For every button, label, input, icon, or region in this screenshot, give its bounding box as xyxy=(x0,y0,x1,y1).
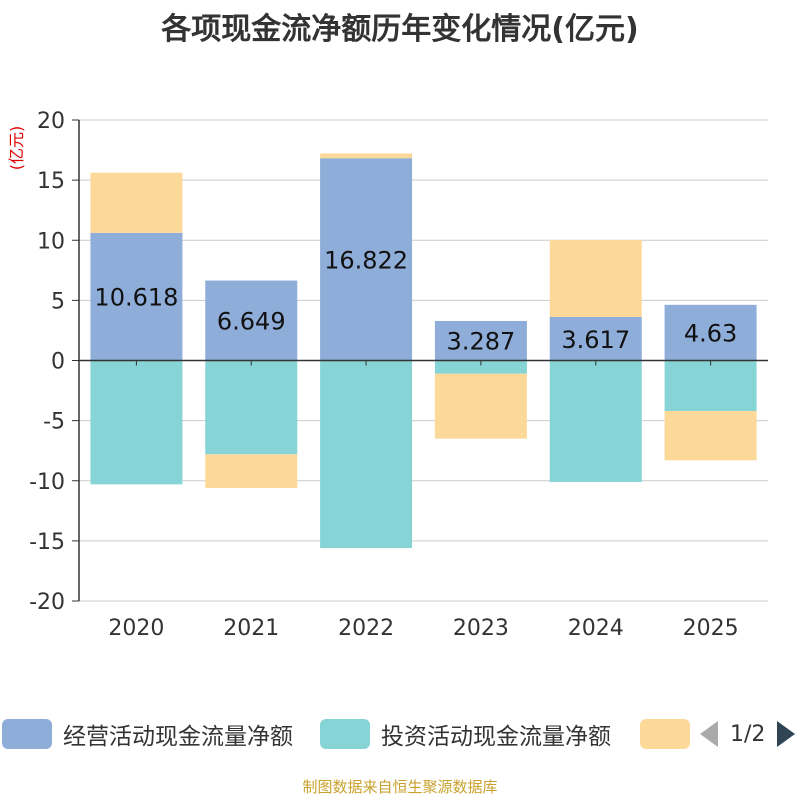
legend-swatch-third xyxy=(640,719,690,749)
bar-investing-2022 xyxy=(320,360,413,549)
bar-series3-2023 xyxy=(434,373,527,439)
y-tick-label: 0 xyxy=(51,350,65,375)
bar-series3-2024 xyxy=(549,240,642,318)
legend-item-operating[interactable]: 经营活动现金流量净额 xyxy=(2,716,293,752)
data-label-2021: 6.649 xyxy=(217,308,286,336)
bar-investing-2024 xyxy=(549,360,642,482)
gridlines xyxy=(79,119,768,602)
data-label-2024: 3.617 xyxy=(561,326,630,354)
data-labels: 10.618 6.649 16.822 3.287 3.617 4.63 xyxy=(94,246,737,355)
y-tick-label: -10 xyxy=(29,470,65,495)
bar-operating-2022 xyxy=(320,158,413,361)
bar-series3-2025 xyxy=(664,411,757,461)
legend-pager: 1/2 xyxy=(700,716,796,752)
bar-operating-2025 xyxy=(664,304,757,361)
data-label-2023: 3.287 xyxy=(447,328,516,356)
x-tick-label-2020: 2020 xyxy=(108,616,164,641)
legend-label-operating: 经营活动现金流量净额 xyxy=(63,724,293,750)
bar-investing-2021 xyxy=(205,360,298,455)
data-label-2022: 16.822 xyxy=(324,246,408,274)
x-tick-label-2021: 2021 xyxy=(223,616,279,641)
legend-item-investing[interactable]: 投资活动现金流量净额 xyxy=(320,716,611,752)
legend-label-investing: 投资活动现金流量净额 xyxy=(381,724,611,750)
chart-plot: 20 15 10 5 0 -5 -10 -15 -20 2020 2021 2022 2023 2024 2… xyxy=(7,109,768,641)
bar-investing-2023 xyxy=(434,360,527,374)
x-tick-label-2025: 2025 xyxy=(683,616,739,641)
bar-series3-2021 xyxy=(205,454,298,488)
bar-operating-2023 xyxy=(434,320,527,361)
y-tick-label: 5 xyxy=(51,289,65,314)
bar-investing-2020 xyxy=(90,360,183,485)
pager-prev-icon[interactable] xyxy=(700,721,718,747)
axes: 20 15 10 5 0 -5 -10 -15 -20 2020 2021 2022 2023 2024 2… xyxy=(7,109,768,641)
x-tick-label-2023: 2023 xyxy=(453,616,509,641)
x-tick-label-2022: 2022 xyxy=(338,616,394,641)
pager-text: 1/2 xyxy=(730,721,766,747)
bar-operating-2021 xyxy=(205,280,298,361)
pager-next-icon[interactable] xyxy=(777,721,796,747)
legend-item-third[interactable] xyxy=(640,716,690,752)
x-tick-label-2024: 2024 xyxy=(568,616,624,641)
bar-operating-2020 xyxy=(90,232,183,361)
legend-swatch-investing xyxy=(320,719,370,749)
legend-swatch-operating xyxy=(2,719,52,749)
chart-title: 各项现金流净额历年变化情况(亿元) xyxy=(161,12,639,47)
bar-series3-2020 xyxy=(90,172,183,233)
bar-series3-2022 xyxy=(320,153,413,159)
y-tick-label: 20 xyxy=(37,109,65,134)
y-tick-label: -20 xyxy=(29,590,65,615)
legend: 经营活动现金流量净额 投资活动现金流量净额 xyxy=(0,716,800,756)
y-tick-label: -5 xyxy=(43,410,65,435)
source-note: 制图数据来自恒生聚源数据库 xyxy=(302,778,498,796)
y-tick-label: 10 xyxy=(37,229,65,254)
y-tick-label: -15 xyxy=(29,530,65,555)
y-tick-label: 15 xyxy=(37,169,65,194)
data-label-2025: 4.63 xyxy=(684,320,737,348)
data-label-2020: 10.618 xyxy=(94,284,178,312)
bar-investing-2025 xyxy=(664,360,757,412)
y-axis-unit-label: (亿元) xyxy=(7,126,26,171)
bars xyxy=(90,153,757,549)
bar-operating-2024 xyxy=(549,317,642,361)
